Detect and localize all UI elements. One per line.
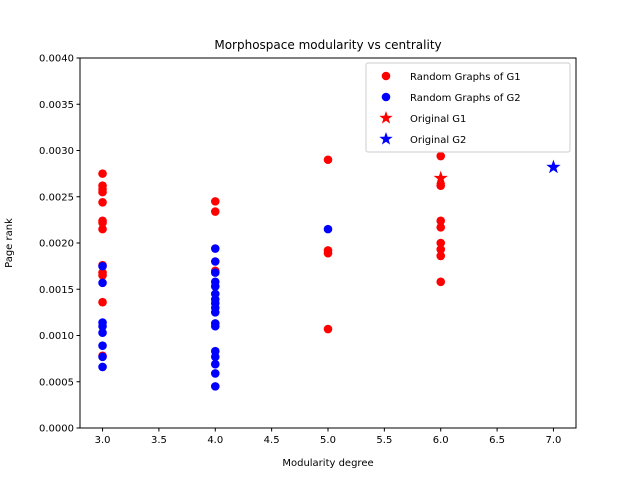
circle-data-point	[436, 222, 446, 232]
legend-marker-0	[381, 71, 391, 81]
data-points	[98, 151, 561, 391]
y-tick-label: 0.0020	[39, 239, 74, 250]
y-tick-label: 0.0040	[39, 54, 74, 65]
legend-entry-0: Random Graphs of G1	[410, 72, 521, 83]
circle-data-point	[436, 216, 446, 226]
circle-data-point	[98, 187, 107, 197]
x-tick-label: 6.0	[433, 435, 449, 446]
circle-data-point	[210, 369, 220, 378]
circle-data-point	[210, 352, 220, 362]
y-tick-label: 0.0000	[39, 424, 74, 435]
circle-data-point	[98, 321, 107, 331]
y-tick-label: 0.0025	[39, 192, 74, 203]
x-axis-label: Modularity degree	[282, 458, 373, 469]
circle-data-point	[210, 197, 220, 206]
circle-data-point	[436, 238, 446, 248]
circle-data-point	[98, 261, 107, 271]
circle-data-point	[98, 297, 107, 307]
circle-data-point	[210, 257, 220, 266]
x-tick-label: 5.5	[376, 435, 392, 446]
circle-data-point	[210, 268, 220, 277]
axes-frame	[79, 57, 577, 429]
circle-data-point	[323, 155, 333, 165]
circle-data-point	[210, 382, 220, 391]
circle-data-point	[210, 308, 220, 317]
circle-data-point	[210, 207, 220, 216]
series-0	[98, 151, 446, 361]
legend-marker-3	[379, 132, 393, 145]
series-3	[546, 159, 561, 174]
x-tick-label: 5.0	[320, 435, 336, 446]
circle-data-point	[98, 341, 107, 350]
y-tick-label: 0.0015	[39, 285, 74, 296]
y-tick-label: 0.0010	[39, 331, 74, 342]
circle-data-point	[98, 198, 107, 207]
circle-data-point	[323, 248, 333, 258]
circle-data-point	[436, 151, 446, 161]
circle-data-point	[98, 271, 107, 280]
x-tick-label: 6.5	[489, 435, 505, 446]
circle-data-point	[436, 277, 446, 287]
chart-title: Morphospace modularity vs centrality	[214, 38, 441, 52]
circle-data-point	[210, 282, 220, 291]
y-axis-label: Page rank	[4, 218, 15, 268]
legend-entry-1: Random Graphs of G2	[410, 93, 521, 104]
circle-data-point	[210, 321, 220, 331]
circle-data-point	[210, 359, 220, 369]
x-tick-label: 4.5	[264, 435, 280, 446]
legend-entry-2: Original G1	[410, 114, 466, 125]
series-2	[433, 170, 448, 185]
circle-data-point	[323, 324, 333, 334]
circle-data-point	[98, 218, 107, 227]
circle-data-point	[436, 251, 446, 261]
circle-data-point	[210, 244, 220, 253]
circle-data-point	[98, 278, 107, 288]
legend-entry-3: Original G2	[410, 135, 466, 146]
circle-data-point	[323, 224, 333, 234]
legend: Random Graphs of G1 Random Graphs of G2 Or…	[365, 62, 571, 153]
circle-data-point	[436, 245, 446, 254]
circle-data-point	[98, 224, 107, 234]
x-tick-label: 3.5	[151, 435, 167, 446]
y-tick-label: 0.0030	[39, 146, 74, 157]
circle-data-point	[436, 181, 446, 190]
legend-marker-2	[379, 111, 393, 124]
x-tick-label: 3.0	[95, 435, 111, 446]
circle-data-point	[98, 169, 107, 178]
circle-data-point	[98, 352, 107, 362]
star-data-point	[546, 159, 561, 174]
star-data-point	[433, 170, 448, 185]
circle-data-point	[98, 328, 107, 338]
y-tick-label: 0.0005	[39, 377, 74, 388]
legend-box	[365, 62, 571, 153]
series-1	[98, 224, 333, 391]
x-tick-label: 7.0	[546, 435, 562, 446]
x-tick-label: 4.0	[207, 435, 223, 446]
legend-marker-1	[381, 92, 391, 102]
axis-ticks: 3.0 3.5 4.0 4.5 5.0 5.5 6.0 6.5 7.0 0.0000 0.0005 0…	[39, 54, 561, 447]
y-tick-label: 0.0035	[39, 100, 74, 111]
circle-data-point	[98, 362, 107, 372]
